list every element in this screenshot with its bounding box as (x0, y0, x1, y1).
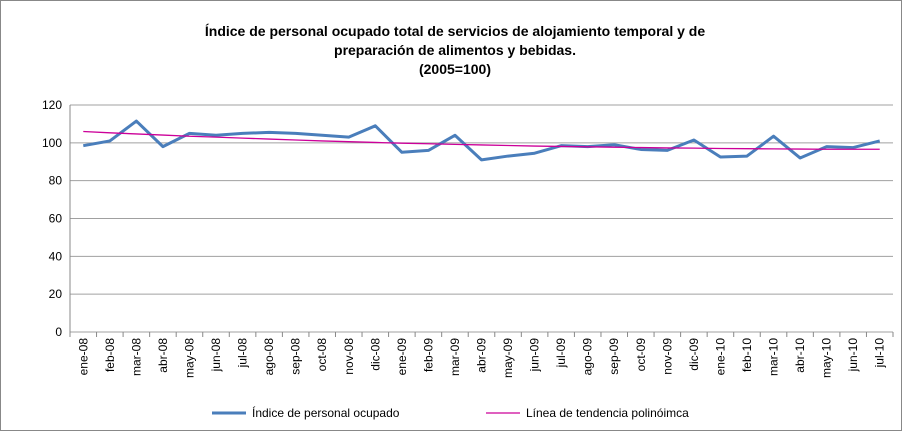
x-tick-label: ene-08 (76, 338, 90, 376)
x-tick-label: may-10 (820, 338, 834, 378)
y-tick-label: 80 (49, 174, 63, 188)
x-tick-label: dic-09 (687, 338, 701, 371)
x-tick-label: mar-08 (129, 338, 143, 376)
x-tick-label: nov-09 (660, 338, 674, 375)
x-tick-label: ene-09 (395, 338, 409, 376)
chart-title: (2005=100) (419, 61, 491, 77)
y-tick-label: 40 (49, 249, 63, 263)
x-tick-label: dic-08 (368, 338, 382, 371)
y-tick-label: 0 (55, 325, 62, 339)
x-tick-label: abr-09 (475, 338, 489, 373)
x-tick-label: mar-09 (448, 338, 462, 376)
x-tick-label: abr-08 (156, 338, 170, 373)
chart-title: preparación de alimentos y bebidas. (334, 42, 576, 58)
x-tick-label: jul-08 (236, 338, 250, 369)
x-tick-label: ago-08 (262, 338, 276, 376)
y-tick-label: 20 (49, 287, 63, 301)
x-tick-label: oct-09 (634, 338, 648, 372)
x-tick-label: sep-09 (607, 338, 621, 375)
series-line (83, 119, 881, 162)
x-tick-label: may-09 (501, 338, 515, 378)
x-tick-label: may-08 (182, 338, 196, 378)
x-tick-label: feb-08 (103, 338, 117, 372)
x-tick-label: feb-10 (740, 338, 754, 372)
y-tick-label: 60 (49, 212, 63, 226)
x-tick-label: jun-10 (846, 338, 860, 373)
x-tick-label: sep-08 (289, 338, 303, 375)
x-tick-label: nov-08 (342, 338, 356, 375)
legend-label: Línea de tendencia polinóimca (526, 406, 689, 420)
x-tick-label: jun-08 (209, 338, 223, 373)
x-tick-label: mar-10 (767, 338, 781, 376)
x-tick-label: ene-10 (713, 338, 727, 376)
x-tick-label: jul-09 (554, 338, 568, 369)
y-tick-label: 120 (42, 98, 62, 112)
chart-title: Índice de personal ocupado total de serv… (205, 23, 705, 39)
series-line (83, 130, 880, 150)
x-tick-label: jul-10 (873, 338, 887, 369)
legend-label: Índice de personal ocupado (252, 405, 400, 420)
y-tick-label: 100 (42, 136, 62, 150)
x-tick-label: ago-09 (581, 338, 595, 376)
x-tick-label: feb-09 (421, 338, 435, 372)
x-tick-label: oct-08 (315, 338, 329, 372)
x-tick-label: abr-10 (793, 338, 807, 373)
x-tick-label: jun-09 (528, 338, 542, 373)
